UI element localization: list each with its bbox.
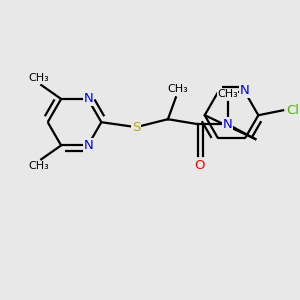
Text: N: N (84, 92, 94, 105)
Text: O: O (194, 159, 205, 172)
Text: Cl: Cl (286, 104, 300, 117)
Text: CH₃: CH₃ (167, 84, 188, 94)
Text: CH₃: CH₃ (29, 73, 50, 83)
Text: N: N (84, 139, 94, 152)
Text: CH₃: CH₃ (29, 161, 50, 171)
Text: S: S (132, 121, 140, 134)
Text: CH₃: CH₃ (217, 89, 238, 99)
Text: N: N (223, 118, 232, 131)
Text: N: N (240, 85, 250, 98)
